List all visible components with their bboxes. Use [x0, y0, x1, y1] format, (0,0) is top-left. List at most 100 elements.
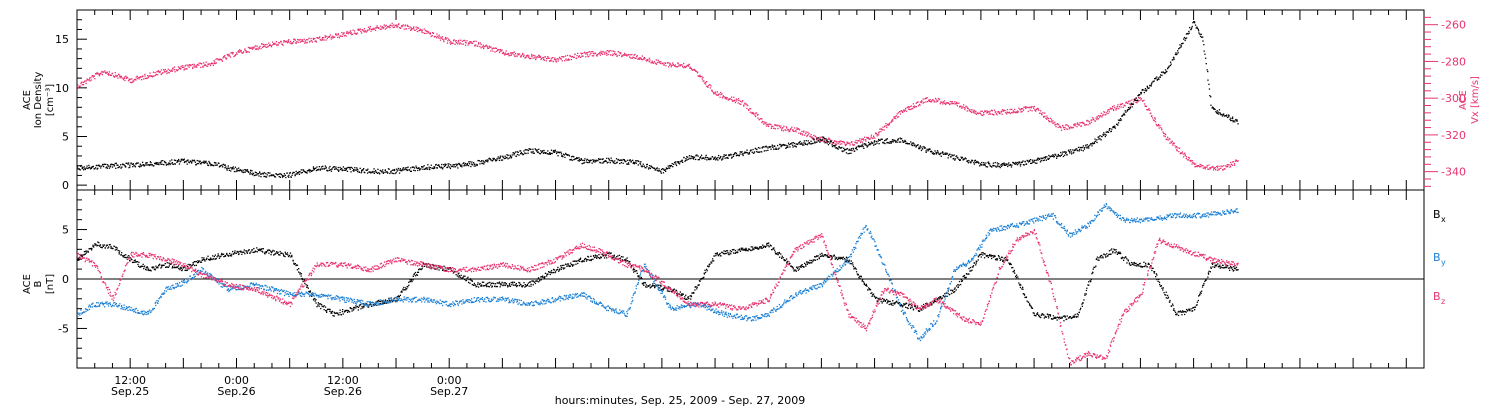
vx-series-point — [557, 58, 559, 60]
vx-series-point — [768, 123, 770, 125]
vx-series-point — [600, 52, 602, 55]
vx-series-point — [1091, 119, 1093, 121]
vx-series-point — [753, 113, 755, 115]
vx-series-point — [739, 103, 741, 105]
ion-density-series-point — [1210, 104, 1212, 106]
ion-density-series-point — [266, 174, 268, 176]
vx-series-point — [144, 73, 146, 75]
vx-series-point — [179, 67, 181, 70]
vx-series-point — [610, 54, 612, 56]
bx-series-point — [552, 271, 555, 274]
vx-series-point — [535, 58, 537, 61]
ion-density-series-point — [149, 161, 151, 163]
ion-density-series-point — [382, 169, 384, 171]
ion-density-series-point — [543, 151, 545, 154]
bx-series-point — [357, 306, 360, 308]
vx-series-point — [228, 53, 230, 55]
ion-density-series-point — [973, 161, 975, 164]
vx-series-point — [897, 116, 900, 118]
vx-series-point — [258, 47, 260, 50]
bx-series-point — [96, 244, 98, 247]
vx-series-point — [1175, 147, 1177, 149]
vx-series-point — [645, 60, 648, 62]
ion-density-series-point — [954, 158, 956, 160]
ion-density-series-point — [312, 167, 315, 169]
bx-series-point — [405, 287, 407, 289]
ion-density-series-point — [1035, 159, 1037, 162]
vx-series-point — [899, 111, 901, 113]
vx-series-point — [632, 56, 634, 58]
vx-series-point — [492, 50, 494, 52]
ion-density-series-point — [259, 171, 261, 173]
bx-series-point — [234, 252, 236, 254]
ion-density-series-point — [582, 162, 584, 164]
ion-density-series-point — [110, 163, 112, 165]
ion-density-series-point — [222, 166, 224, 168]
ion-density-series-point — [836, 147, 838, 149]
vx-series-point — [588, 51, 591, 53]
bx-series-point — [326, 310, 328, 312]
bx-series-point — [529, 281, 531, 283]
vx-series-point — [615, 53, 617, 55]
vx-series-point — [379, 28, 381, 30]
vx-series-point — [633, 56, 635, 59]
vx-series-point — [324, 35, 326, 37]
ion-density-series-point — [359, 167, 361, 169]
vx-series-point — [813, 134, 815, 136]
ion-density-series-point — [1122, 114, 1124, 116]
bx-series-point — [173, 264, 175, 266]
bx-series-point — [327, 308, 329, 310]
bx-series-point — [185, 269, 187, 272]
bx-series-point — [80, 254, 82, 257]
bx-series-point — [342, 313, 344, 315]
ion-density-series-point — [1002, 164, 1004, 166]
ion-density-series-point — [274, 176, 277, 178]
vx-series-point — [1187, 156, 1190, 159]
ion-density-series-point — [127, 163, 129, 165]
ion-density-series-point — [891, 140, 893, 143]
ion-density-series-point — [260, 173, 262, 175]
vx-series-point — [921, 100, 923, 103]
ion-density-series-point — [331, 168, 333, 170]
vx-series-point — [126, 76, 129, 79]
ion-density-series-point — [1060, 151, 1062, 154]
vx-series-point — [1093, 119, 1095, 121]
vx-series-point — [353, 30, 356, 32]
ion-density-series-point — [441, 168, 444, 170]
vx-series-point — [507, 52, 510, 55]
vx-series-point — [1017, 110, 1019, 112]
ion-density-series-point — [711, 156, 714, 158]
bx-series-point — [81, 255, 84, 258]
vx-series-point — [743, 105, 745, 107]
bx-series-point — [315, 302, 317, 304]
ion-density-series-point — [1148, 87, 1150, 89]
vx-series-point — [1056, 123, 1058, 125]
bx-series-point — [107, 247, 109, 249]
vx-series-point — [276, 44, 278, 47]
ion-density-series-point — [845, 148, 847, 150]
vx-series-point — [1143, 99, 1145, 101]
ion-density-series-point — [414, 170, 416, 172]
vx-series-point — [1106, 112, 1108, 114]
vx-series-point — [827, 138, 830, 140]
ion-density-series-point — [1056, 157, 1058, 159]
ion-density-series-point — [407, 166, 409, 168]
bx-series-point — [590, 259, 592, 262]
vx-series-point — [983, 113, 985, 116]
vx-series-point — [214, 62, 216, 65]
vx-series-point — [141, 76, 143, 78]
bx-series-point — [301, 278, 303, 281]
ion-density-series-point — [803, 140, 805, 142]
ion-density-series-point — [483, 163, 485, 165]
bx-series-point — [497, 282, 499, 284]
ion-density-series-point — [935, 153, 938, 155]
bx-series-point — [541, 276, 543, 278]
bx-series-point — [474, 284, 477, 286]
ion-density-series-point — [600, 162, 602, 164]
vx-series-point — [147, 76, 150, 78]
vx-series-point — [88, 79, 90, 81]
ion-density-series-point — [1185, 33, 1188, 35]
ion-density-series-point — [182, 159, 184, 161]
ion-density-series-point — [210, 163, 213, 166]
bx-series-point — [143, 265, 146, 267]
